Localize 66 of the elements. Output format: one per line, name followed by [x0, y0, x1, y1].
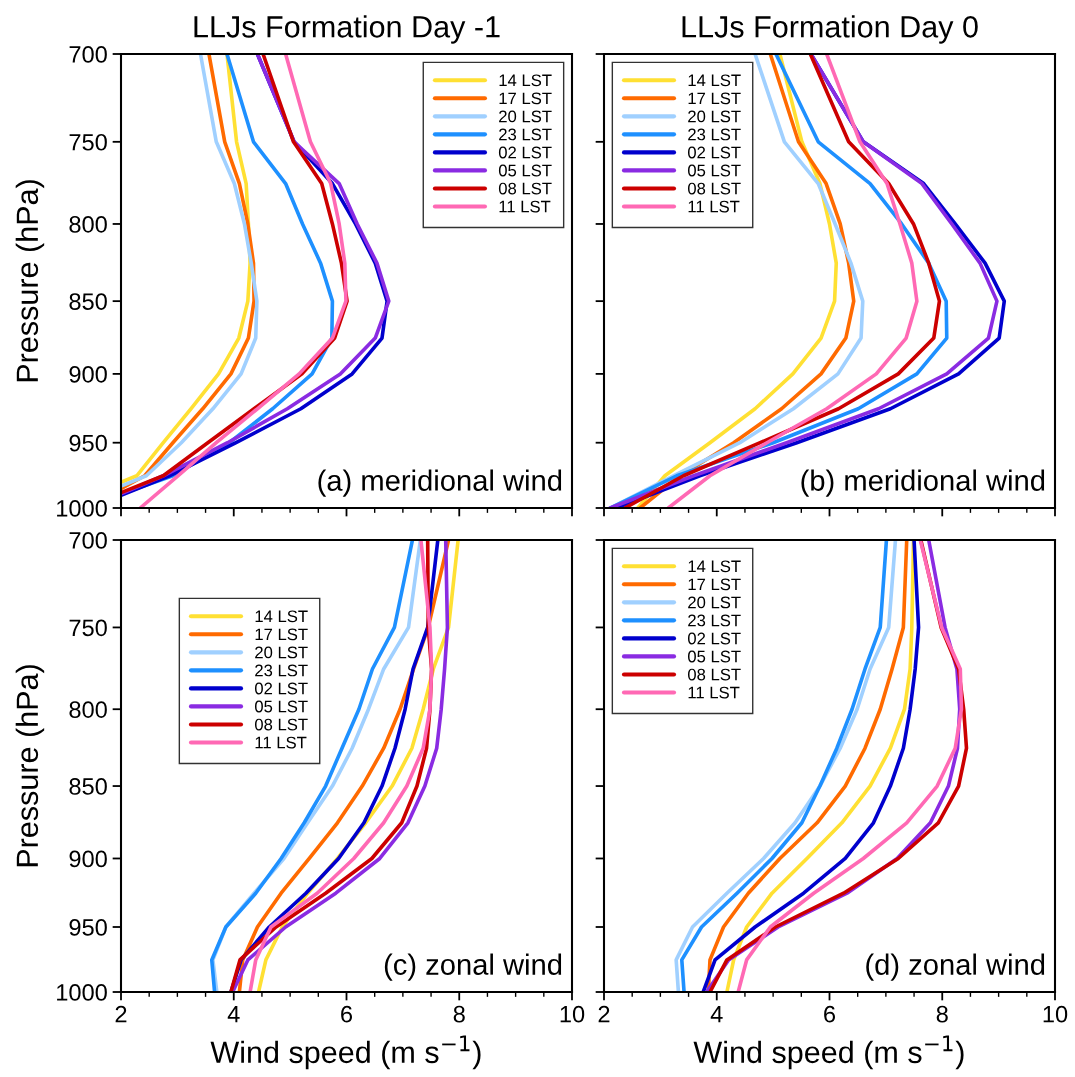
- legend-label: 20 LST: [688, 596, 741, 609]
- legend-label: 02 LST: [687, 146, 741, 159]
- y-tick-label: 950: [69, 919, 107, 936]
- legend-label: 11 LST: [499, 200, 551, 213]
- y-axis-title: Pressure (hPa): [15, 180, 45, 382]
- legend-label: 23 LST: [499, 128, 552, 141]
- legend-label: 08 LST: [254, 718, 308, 731]
- legend-label: 11 LST: [255, 736, 307, 749]
- legend-label: 05 LST: [254, 700, 308, 713]
- x-tick-label: 4: [710, 1006, 723, 1023]
- x-tick-label: 10: [560, 1005, 585, 1023]
- chart-title: LLJs Formation Day 0: [682, 15, 978, 44]
- annotation: (d) zonal wind: [866, 953, 1045, 981]
- legend-label: 14 LST: [499, 74, 552, 87]
- y-tick-label: 700: [69, 46, 107, 63]
- y-tick-label: 750: [69, 133, 107, 151]
- legend-label: 17 LST: [688, 92, 741, 105]
- legend-label: 20 LST: [688, 110, 741, 123]
- x-tick-label: 2: [115, 1005, 127, 1023]
- annotation: (c) zonal wind: [384, 953, 562, 981]
- y-tick-label: 950: [69, 434, 107, 452]
- x-axis-title: Wind speed (m s$^{−1}$): [210, 1035, 481, 1070]
- x-tick-label: 2: [598, 1005, 610, 1023]
- x-tick-label: 10: [1043, 1005, 1068, 1023]
- x-tick-label: 8: [936, 1005, 948, 1023]
- legend-label: 11 LST: [688, 686, 740, 699]
- annotation: (a) meridional wind: [318, 469, 562, 497]
- legend-label: 23 LST: [688, 128, 741, 141]
- legend-label: 08 LST: [687, 668, 741, 681]
- legend-label: 14 LST: [255, 610, 308, 623]
- y-tick-label: 1000: [57, 500, 107, 517]
- legend-label: 17 LST: [255, 628, 308, 641]
- y-tick-label: 800: [69, 216, 107, 233]
- x-tick-label: 6: [341, 1005, 353, 1023]
- legend-label: 05 LST: [687, 650, 741, 663]
- y-tick-label: 750: [69, 619, 107, 637]
- legend-label: 02 LST: [498, 146, 552, 159]
- y-tick-label: 900: [69, 850, 107, 868]
- x-axis-title: Wind speed (m s$^{−1}$): [693, 1035, 964, 1070]
- y-tick-label: 900: [69, 365, 107, 383]
- legend-label: 20 LST: [255, 646, 308, 659]
- legend-label: 02 LST: [687, 632, 741, 645]
- legend-label: 17 LST: [499, 92, 552, 105]
- legend-label: 14 LST: [688, 560, 741, 573]
- y-axis-title: Pressure (hPa): [15, 665, 45, 867]
- y-tick-label: 1000: [57, 984, 107, 1001]
- legend-label: 23 LST: [255, 664, 308, 677]
- y-tick-label: 700: [69, 532, 107, 549]
- x-tick-label: 4: [227, 1006, 240, 1023]
- legend-label: 02 LST: [254, 682, 308, 695]
- legend-label: 05 LST: [687, 164, 741, 177]
- chart-title: LLJs Formation Day -1: [194, 15, 500, 44]
- legend-label: 20 LST: [499, 110, 552, 123]
- legend-label: 17 LST: [688, 578, 741, 591]
- annotation: (b) meridional wind: [801, 469, 1045, 497]
- x-tick-label: 8: [453, 1005, 465, 1023]
- legend-label: 14 LST: [688, 74, 741, 87]
- legend-label: 08 LST: [498, 182, 552, 195]
- legend-label: 05 LST: [498, 164, 552, 177]
- legend-label: 11 LST: [688, 200, 740, 213]
- y-tick-label: 800: [69, 701, 107, 719]
- x-tick-label: 6: [824, 1005, 836, 1023]
- y-tick-label: 850: [69, 293, 107, 310]
- legend-label: 08 LST: [687, 182, 741, 195]
- y-tick-label: 850: [69, 778, 107, 795]
- legend-label: 23 LST: [688, 614, 741, 627]
